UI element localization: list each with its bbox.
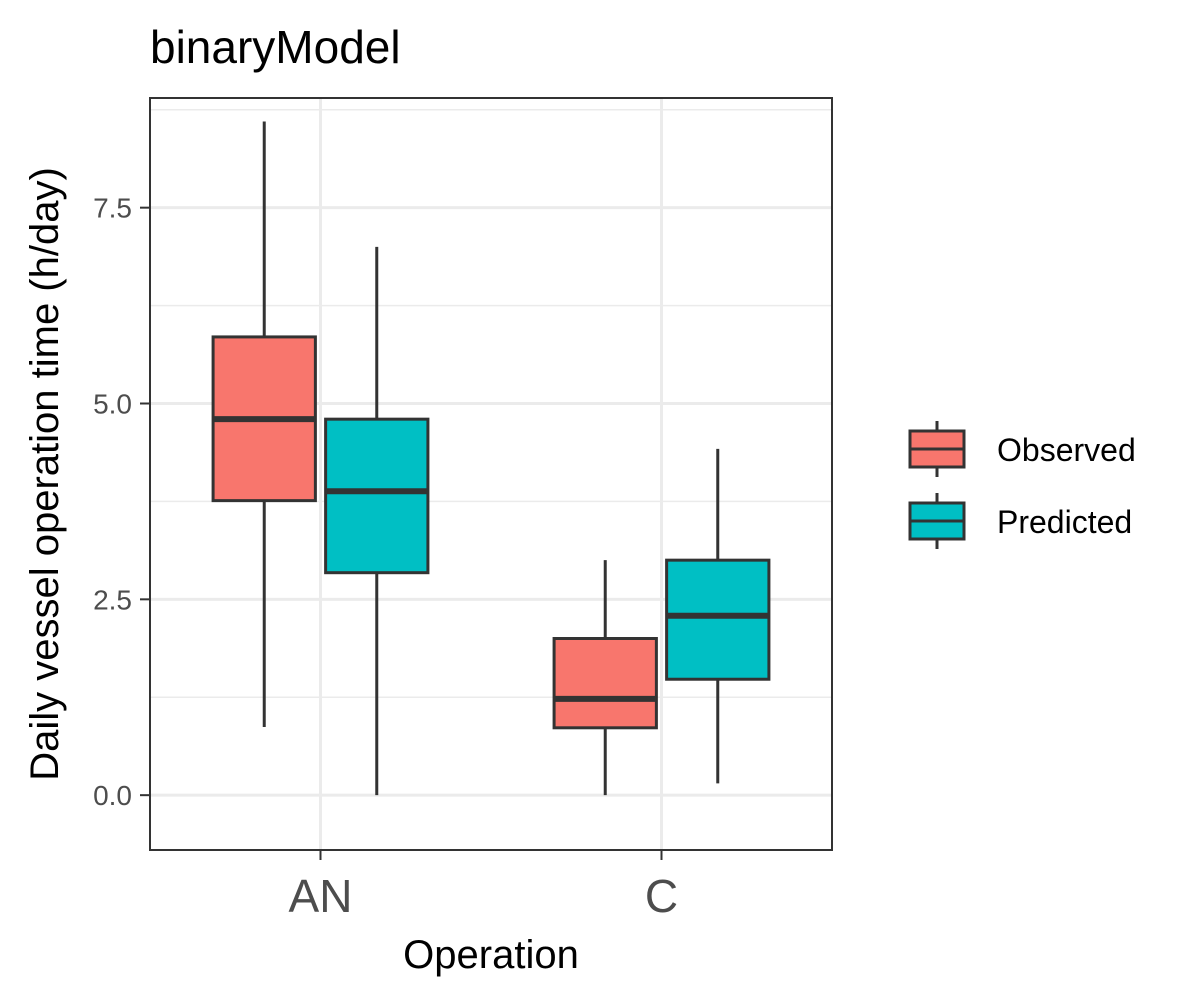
boxplots	[211, 121, 771, 796]
plot-panel-border	[149, 97, 833, 851]
y-tick-label: 5.0	[93, 389, 132, 420]
legend-item-predicted: Predicted	[908, 493, 1132, 549]
y-axis-title: Daily vessel operation time (h/day)	[23, 167, 67, 781]
legend-item-observed: Observed	[908, 421, 1136, 477]
x-tick-label: AN	[289, 870, 353, 922]
x-tick-label: C	[645, 870, 678, 922]
legend-label: Predicted	[997, 504, 1132, 540]
y-tick-label: 7.5	[93, 193, 132, 224]
chart-title: binaryModel	[150, 21, 401, 73]
box	[324, 417, 430, 575]
boxplot-predicted-c	[665, 448, 771, 784]
legend: Observed Predicted	[908, 421, 1136, 549]
box	[665, 558, 771, 681]
y-tick-label: 2.5	[93, 584, 132, 615]
y-tick-label: 0.0	[93, 780, 132, 811]
box	[552, 637, 658, 730]
boxplot-observed-an	[211, 121, 317, 728]
y-axis: 0.0 2.5 5.0 7.5	[93, 193, 150, 811]
boxplot-predicted-an	[324, 246, 430, 796]
legend-label: Observed	[997, 432, 1136, 468]
boxplot-observed-c	[552, 560, 658, 796]
x-axis: AN C	[289, 850, 678, 922]
x-axis-title: Operation	[403, 933, 579, 977]
